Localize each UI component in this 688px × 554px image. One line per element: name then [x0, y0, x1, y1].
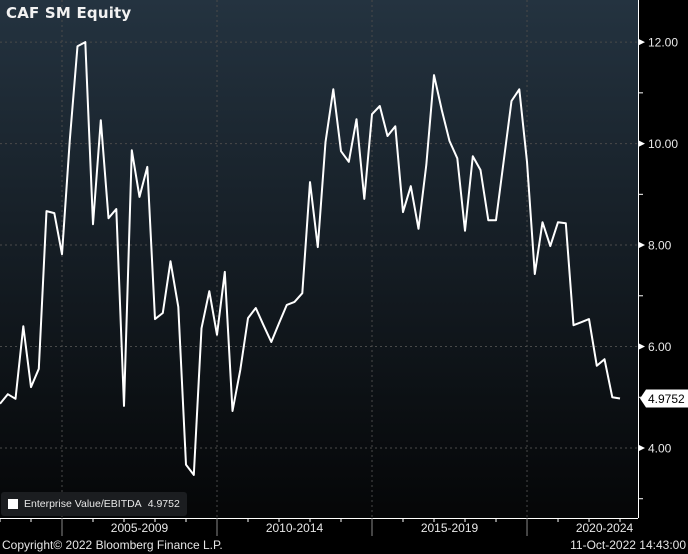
- y-tick-arrow: [639, 242, 645, 249]
- last-value-label: 4.9752: [648, 392, 685, 406]
- timestamp: 11-Oct-2022 14:43:00: [570, 538, 686, 552]
- y-tick-label: 4.00: [648, 441, 672, 455]
- legend-label: Enterprise Value/EBITDA: [24, 498, 142, 510]
- y-tick-label: 10.00: [648, 137, 678, 151]
- chart-title: CAF SM Equity: [6, 4, 132, 22]
- y-tick-label: 12.00: [648, 36, 678, 50]
- x-period-label: 2010-2014: [266, 521, 324, 535]
- plot-background: [0, 0, 638, 518]
- last-value-tag: [640, 389, 688, 408]
- series-line-ev-ebitda: [0, 41, 621, 476]
- legend-swatch: [8, 499, 18, 509]
- y-tick-label: 8.00: [648, 239, 672, 253]
- y-tick-arrow: [639, 140, 645, 147]
- copyright: Copyright© 2022 Bloomberg Finance L.P.: [2, 538, 223, 552]
- x-period-label: 2015-2019: [421, 521, 479, 535]
- x-period-label: 2020-2024: [576, 521, 634, 535]
- x-period-label: 2005-2009: [111, 521, 169, 535]
- y-tick-arrow: [639, 39, 645, 46]
- legend: Enterprise Value/EBITDA 4.9752: [1, 492, 187, 516]
- legend-value: 4.9752: [147, 498, 180, 510]
- y-tick-arrow: [639, 444, 645, 451]
- y-tick-label: 6.00: [648, 340, 672, 354]
- y-tick-arrow: [639, 343, 645, 350]
